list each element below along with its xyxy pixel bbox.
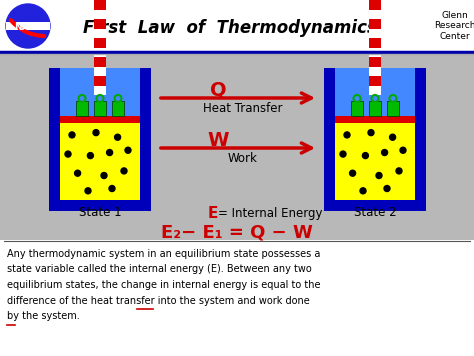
Bar <box>94 67 106 76</box>
Bar <box>369 67 381 76</box>
Bar <box>94 19 106 28</box>
Bar <box>335 116 415 124</box>
Bar <box>369 101 381 116</box>
Bar <box>0 240 474 356</box>
Text: W: W <box>207 131 229 150</box>
Circle shape <box>109 185 115 192</box>
Text: equilibrium states, the change in internal energy is equal to the: equilibrium states, the change in intern… <box>7 280 320 290</box>
Circle shape <box>87 153 93 158</box>
Circle shape <box>382 150 388 156</box>
Bar <box>335 124 415 200</box>
Circle shape <box>390 134 396 140</box>
Bar <box>351 101 363 116</box>
Text: NASA: NASA <box>14 22 42 31</box>
Circle shape <box>344 132 350 138</box>
Text: Q: Q <box>210 80 226 99</box>
Circle shape <box>6 4 50 48</box>
Text: Any thermodynamic system in an equilibrium state possesses a: Any thermodynamic system in an equilibri… <box>7 249 320 259</box>
Bar <box>369 57 381 67</box>
Bar <box>369 28 381 38</box>
Text: E₂− E₁ = Q − W: E₂− E₁ = Q − W <box>161 223 313 241</box>
Circle shape <box>69 132 75 138</box>
Text: State 1: State 1 <box>79 206 121 220</box>
Circle shape <box>384 185 390 192</box>
Text: State 2: State 2 <box>354 206 396 220</box>
Circle shape <box>363 153 368 158</box>
Text: difference of the heat transfer into the system and work done: difference of the heat transfer into the… <box>7 295 310 305</box>
Bar <box>369 38 381 48</box>
Bar <box>0 0 474 52</box>
Circle shape <box>396 168 402 174</box>
Bar <box>369 86 381 95</box>
Bar <box>60 124 140 200</box>
Circle shape <box>121 168 127 174</box>
Circle shape <box>74 170 81 176</box>
Bar <box>387 101 399 116</box>
Bar <box>94 0 106 10</box>
Text: Work: Work <box>228 152 258 164</box>
Bar <box>60 116 140 124</box>
Bar <box>369 19 381 28</box>
Text: First  Law  of  Thermodynamics: First Law of Thermodynamics <box>83 19 377 37</box>
Bar <box>369 76 381 86</box>
Circle shape <box>101 173 107 178</box>
Circle shape <box>93 130 99 136</box>
Circle shape <box>85 188 91 194</box>
Bar <box>76 101 88 116</box>
Bar <box>60 68 140 124</box>
Bar <box>94 28 106 38</box>
Bar <box>6 22 50 30</box>
Bar <box>335 68 415 124</box>
Bar <box>369 0 381 10</box>
Text: E: E <box>208 205 218 220</box>
Bar <box>94 76 106 86</box>
Circle shape <box>368 130 374 136</box>
Circle shape <box>400 147 406 153</box>
Bar <box>369 10 381 19</box>
Bar <box>49 200 151 211</box>
Bar <box>324 68 335 200</box>
Text: by the system.: by the system. <box>7 311 80 321</box>
Circle shape <box>115 134 120 140</box>
Bar <box>94 57 106 67</box>
Circle shape <box>107 150 113 156</box>
Circle shape <box>340 151 346 157</box>
Bar <box>324 200 426 211</box>
Bar <box>94 48 106 57</box>
Bar <box>0 54 474 356</box>
FancyArrowPatch shape <box>11 20 44 36</box>
Text: Heat Transfer: Heat Transfer <box>203 101 283 115</box>
Text: state variable called the internal energy (E). Between any two: state variable called the internal energ… <box>7 265 312 274</box>
Circle shape <box>125 147 131 153</box>
Bar <box>94 10 106 19</box>
Circle shape <box>360 188 366 194</box>
Text: Glenn
Research
Center: Glenn Research Center <box>434 11 474 41</box>
Bar <box>49 68 60 200</box>
Circle shape <box>350 170 356 176</box>
Bar <box>369 48 381 57</box>
Bar <box>415 68 426 200</box>
Bar <box>94 38 106 48</box>
Bar <box>112 101 124 116</box>
Bar <box>94 86 106 95</box>
Circle shape <box>65 151 71 157</box>
Circle shape <box>376 173 382 178</box>
Bar <box>140 68 151 200</box>
Text: = Internal Energy: = Internal Energy <box>218 206 322 220</box>
Bar <box>94 101 106 116</box>
